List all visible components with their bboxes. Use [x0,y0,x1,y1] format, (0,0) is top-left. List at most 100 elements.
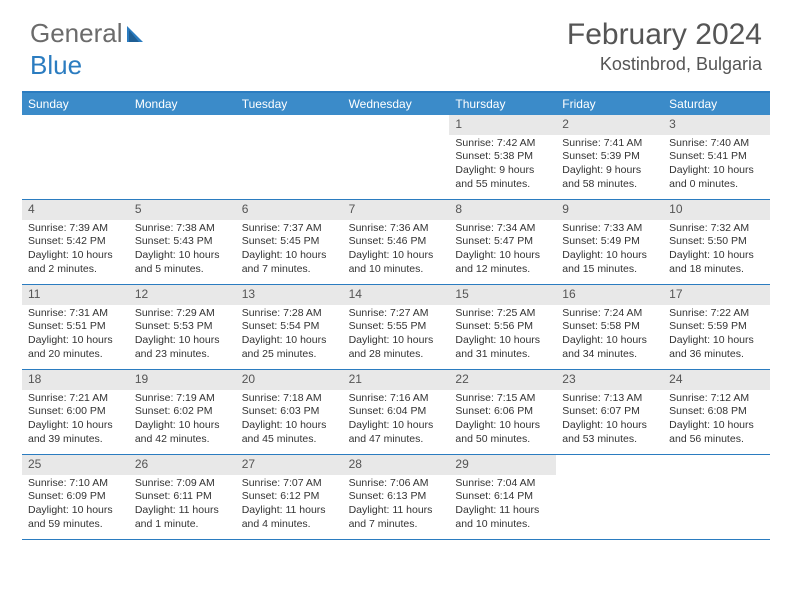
day-number: 22 [449,370,556,390]
day-detail: Sunrise: 7:39 AMSunset: 5:42 PMDaylight:… [22,220,129,281]
day-cell-empty [22,115,129,199]
daylight-text: Daylight: 10 hours and 28 minutes. [349,334,444,361]
day-number: 14 [343,285,450,305]
daylight-text: Daylight: 10 hours and 0 minutes. [669,164,764,191]
day-cell: 10Sunrise: 7:32 AMSunset: 5:50 PMDayligh… [663,200,770,284]
day-cell: 19Sunrise: 7:19 AMSunset: 6:02 PMDayligh… [129,370,236,454]
day-number [343,115,450,135]
daylight-text: Daylight: 9 hours and 58 minutes. [562,164,657,191]
daylight-text: Daylight: 11 hours and 7 minutes. [349,504,444,531]
sunrise-text: Sunrise: 7:31 AM [28,307,123,321]
day-detail: Sunrise: 7:36 AMSunset: 5:46 PMDaylight:… [343,220,450,281]
sunrise-text: Sunrise: 7:33 AM [562,222,657,236]
day-detail: Sunrise: 7:04 AMSunset: 6:14 PMDaylight:… [449,475,556,536]
day-number: 27 [236,455,343,475]
day-number: 29 [449,455,556,475]
day-cell: 28Sunrise: 7:06 AMSunset: 6:13 PMDayligh… [343,455,450,539]
location: Kostinbrod, Bulgaria [567,54,762,75]
day-cell-empty [129,115,236,199]
day-detail: Sunrise: 7:18 AMSunset: 6:03 PMDaylight:… [236,390,343,451]
logo-blue-row: Blue [30,50,82,81]
day-detail: Sunrise: 7:13 AMSunset: 6:07 PMDaylight:… [556,390,663,451]
logo-text-general: General [30,18,123,49]
day-number: 25 [22,455,129,475]
day-cell: 27Sunrise: 7:07 AMSunset: 6:12 PMDayligh… [236,455,343,539]
day-detail: Sunrise: 7:33 AMSunset: 5:49 PMDaylight:… [556,220,663,281]
day-cell: 2Sunrise: 7:41 AMSunset: 5:39 PMDaylight… [556,115,663,199]
sunset-text: Sunset: 5:50 PM [669,235,764,249]
day-number: 7 [343,200,450,220]
sunrise-text: Sunrise: 7:29 AM [135,307,230,321]
day-cell: 14Sunrise: 7:27 AMSunset: 5:55 PMDayligh… [343,285,450,369]
daylight-text: Daylight: 10 hours and 23 minutes. [135,334,230,361]
day-cell: 20Sunrise: 7:18 AMSunset: 6:03 PMDayligh… [236,370,343,454]
week-row: 11Sunrise: 7:31 AMSunset: 5:51 PMDayligh… [22,285,770,370]
daylight-text: Daylight: 10 hours and 20 minutes. [28,334,123,361]
week-row: 25 Sunrise: 7:10 AMSunset: 6:09 PM Dayligh… [22,455,770,540]
day-cell: 11Sunrise: 7:31 AMSunset: 5:51 PMDayligh… [22,285,129,369]
day-cell: 1Sunrise: 7:42 AMSunset: 5:38 PMDaylight… [449,115,556,199]
sunset-text: Sunset: 6:12 PM [242,490,337,504]
sunset-text: Sunset: 5:53 PM [135,320,230,334]
day-number: 10 [663,200,770,220]
dow-friday: Friday [556,93,663,115]
day-number: 5 [129,200,236,220]
day-number: 20 [236,370,343,390]
day-number [556,455,663,475]
sunset-text: Sunset: 5:49 PM [562,235,657,249]
day-cell: 17Sunrise: 7:22 AMSunset: 5:59 PMDayligh… [663,285,770,369]
sunset-text: Sunset: 5:39 PM [562,150,657,164]
day-detail: Sunrise: 7:42 AMSunset: 5:38 PMDaylight:… [449,135,556,196]
sunrise-text: Sunrise: 7:40 AM [669,137,764,151]
daylight-text: Daylight: 11 hours and 1 minute. [135,504,230,531]
daylight-text: Daylight: 10 hours and 39 minutes. [28,419,123,446]
day-number: 23 [556,370,663,390]
sunset-text: Sunset: 6:11 PM [135,490,230,504]
sunset-text: Sunset: 6:09 PM [28,490,123,504]
daylight-text: Daylight: 10 hours and 47 minutes. [349,419,444,446]
sunrise-text: Sunrise: 7:42 AM [455,137,550,151]
day-detail: Sunrise: 7:38 AMSunset: 5:43 PMDaylight:… [129,220,236,281]
day-cell: 15Sunrise: 7:25 AMSunset: 5:56 PMDayligh… [449,285,556,369]
sunrise-text: Sunrise: 7:28 AM [242,307,337,321]
sunset-text: Sunset: 6:14 PM [455,490,550,504]
daylight-text: Daylight: 10 hours and 12 minutes. [455,249,550,276]
day-detail: Sunrise: 7:16 AMSunset: 6:04 PMDaylight:… [343,390,450,451]
day-number: 15 [449,285,556,305]
sunrise-text: Sunrise: 7:34 AM [455,222,550,236]
day-cell: 18Sunrise: 7:21 AMSunset: 6:00 PMDayligh… [22,370,129,454]
day-number: 3 [663,115,770,135]
daylight-text: Daylight: 10 hours and 56 minutes. [669,419,764,446]
day-number: 12 [129,285,236,305]
day-number: 18 [22,370,129,390]
daylight-text: Daylight: 10 hours and 31 minutes. [455,334,550,361]
logo-sail-icon [125,24,147,44]
day-detail: Sunrise: 7:41 AMSunset: 5:39 PMDaylight:… [556,135,663,196]
dow-row: Sunday Monday Tuesday Wednesday Thursday… [22,93,770,115]
day-number [236,115,343,135]
sunset-text: Sunset: 5:58 PM [562,320,657,334]
logo-text-blue: Blue [30,50,82,80]
sunrise-text: Sunrise: 7:07 AM [242,477,337,491]
day-cell: 24Sunrise: 7:12 AMSunset: 6:08 PMDayligh… [663,370,770,454]
day-cell: 8Sunrise: 7:34 AMSunset: 5:47 PMDaylight… [449,200,556,284]
day-detail: Sunrise: 7:37 AMSunset: 5:45 PMDaylight:… [236,220,343,281]
dow-tuesday: Tuesday [236,93,343,115]
sunrise-text: Sunrise: 7:38 AM [135,222,230,236]
week-row: 1Sunrise: 7:42 AMSunset: 5:38 PMDaylight… [22,115,770,200]
week-row: 18Sunrise: 7:21 AMSunset: 6:00 PMDayligh… [22,370,770,455]
daylight-text: Daylight: 10 hours and 36 minutes. [669,334,764,361]
daylight-text: Daylight: 11 hours and 10 minutes. [455,504,550,531]
daylight-text: Daylight: 10 hours and 25 minutes. [242,334,337,361]
sunset-text: Sunset: 6:04 PM [349,405,444,419]
sunrise-text: Sunrise: 7:09 AM [135,477,230,491]
sunset-text: Sunset: 6:06 PM [455,405,550,419]
day-number: 17 [663,285,770,305]
daylight-text: Daylight: 10 hours and 50 minutes. [455,419,550,446]
daylight-text: Daylight: 10 hours and 7 minutes. [242,249,337,276]
sunrise-text: Sunrise: 7:10 AM [28,477,123,491]
dow-wednesday: Wednesday [343,93,450,115]
sunrise-text: Sunrise: 7:21 AM [28,392,123,406]
sunrise-text: Sunrise: 7:32 AM [669,222,764,236]
day-detail: Sunrise: 7:19 AMSunset: 6:02 PMDaylight:… [129,390,236,451]
